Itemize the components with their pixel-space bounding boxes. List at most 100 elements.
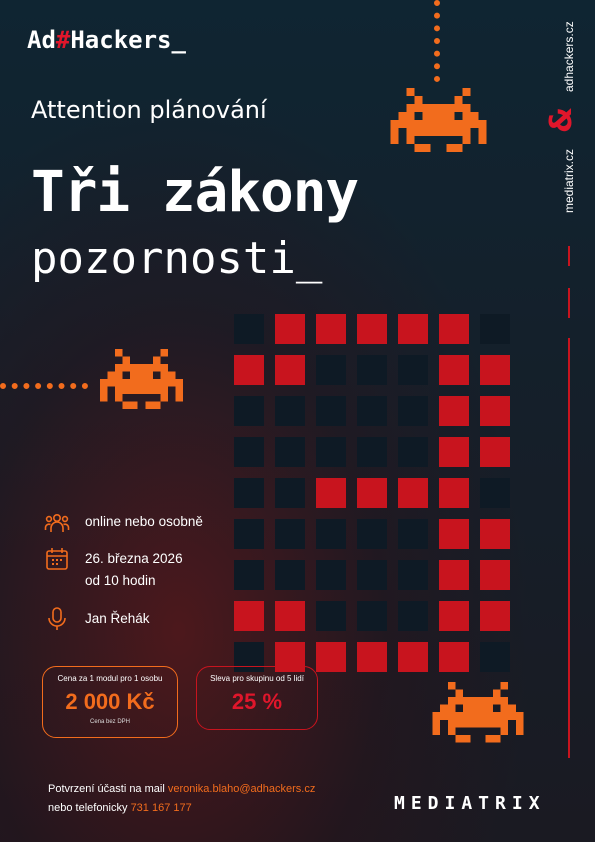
pixel-cell <box>439 519 469 549</box>
logo-hash: # <box>55 26 71 54</box>
price-box: Cena za 1 modul pro 1 osobu 2 000 Kč Cen… <box>42 666 178 738</box>
pixel-cell <box>275 560 305 590</box>
pixel-cell <box>316 478 346 508</box>
pixel-cell <box>439 478 469 508</box>
pixel-cell <box>275 355 305 385</box>
pixel-cell <box>357 642 387 672</box>
pixel-cell <box>398 601 428 631</box>
pixel-cell <box>316 560 346 590</box>
people-icon <box>44 514 70 532</box>
format-text: online nebo osobně <box>85 514 203 529</box>
pixel-cell <box>398 314 428 344</box>
pixel-cell <box>398 396 428 426</box>
space-invader-icon <box>100 348 183 410</box>
pixel-cell <box>480 355 510 385</box>
discount-caption: Sleva pro skupinu od 5 lidí <box>210 674 304 683</box>
mail-prefix: Potvrzení účasti na mail <box>48 783 168 795</box>
pixel-cell <box>316 355 346 385</box>
time-text: od 10 hodin <box>85 573 156 588</box>
calendar-icon <box>46 548 68 570</box>
space-invader-icon <box>390 88 487 152</box>
pixel-cell <box>234 355 264 385</box>
pixel-cell <box>275 642 305 672</box>
red-vertical-line <box>568 338 570 758</box>
pixel-cell <box>316 396 346 426</box>
pixel-cell <box>480 396 510 426</box>
ampersand-logo-icon: & <box>544 107 576 133</box>
title-line-1: Tři zákony <box>31 160 359 225</box>
pixel-cell <box>439 642 469 672</box>
contact-phone-link[interactable]: 731 167 177 <box>130 802 192 814</box>
pixel-cell <box>439 437 469 467</box>
pixel-cell <box>316 601 346 631</box>
pixel-cell <box>357 601 387 631</box>
phone-prefix: nebo telefonicky <box>48 802 131 814</box>
pixel-cell <box>275 478 305 508</box>
logo-text-hackers: Hackers_ <box>70 26 186 54</box>
domain-adhackers: adhackers.cz <box>562 21 576 92</box>
pixel-cell <box>275 314 305 344</box>
space-invader-icon <box>432 682 524 743</box>
pixel-cell <box>439 601 469 631</box>
pixel-cell <box>439 560 469 590</box>
pixel-cell <box>357 314 387 344</box>
contact-email-link[interactable]: veronika.blaho@adhackers.cz <box>167 783 316 795</box>
red-dash-1 <box>568 246 570 266</box>
red-dash-2 <box>568 288 570 318</box>
date-text: 26. března 2026 <box>85 551 183 566</box>
pixel-cell <box>398 642 428 672</box>
price-value: 2 000 Kč <box>65 689 155 714</box>
pixel-cell <box>234 642 264 672</box>
svg-text:&: & <box>544 107 576 133</box>
pixel-ampersand-grid <box>234 314 510 672</box>
pixel-cell <box>275 437 305 467</box>
dotted-line-left <box>0 383 88 389</box>
pixel-cell <box>357 355 387 385</box>
pixel-cell <box>316 437 346 467</box>
mediatrix-logo: MEDIATRIX <box>394 793 546 814</box>
pixel-cell <box>234 396 264 426</box>
pixel-cell <box>480 519 510 549</box>
pixel-cell <box>275 519 305 549</box>
discount-box: Sleva pro skupinu od 5 lidí 25 % <box>196 666 318 730</box>
logo-text-ad: Ad <box>27 26 56 54</box>
pixel-cell <box>234 519 264 549</box>
pixel-cell <box>234 560 264 590</box>
pixel-cell <box>439 355 469 385</box>
pixel-cell <box>480 560 510 590</box>
pixel-cell <box>234 437 264 467</box>
pixel-cell <box>439 314 469 344</box>
pixel-cell <box>234 478 264 508</box>
pixel-cell <box>275 601 305 631</box>
pixel-cell <box>480 642 510 672</box>
title-line-2: pozornosti_ <box>31 233 323 284</box>
pixel-cell <box>398 355 428 385</box>
pixel-cell <box>398 437 428 467</box>
pixel-cell <box>357 560 387 590</box>
pixel-cell <box>480 437 510 467</box>
pixel-cell <box>357 519 387 549</box>
footer-contact: Potvrzení účasti na mail veronika.blaho@… <box>48 780 315 818</box>
pixel-cell <box>234 314 264 344</box>
microphone-icon <box>48 607 66 630</box>
pixel-cell <box>398 519 428 549</box>
price-note: Cena bez DPH <box>89 719 131 725</box>
pixel-cell <box>316 519 346 549</box>
pixel-cell <box>480 314 510 344</box>
pixel-cell <box>275 396 305 426</box>
adhackers-logo: Ad#Hackers_ <box>27 26 186 54</box>
pixel-cell <box>357 437 387 467</box>
price-caption: Cena za 1 modul pro 1 osobu <box>57 674 163 683</box>
pixel-cell <box>316 642 346 672</box>
discount-value: 25 % <box>231 689 283 714</box>
pixel-cell <box>357 478 387 508</box>
pixel-cell <box>357 396 387 426</box>
event-subtitle: Attention plánování <box>31 96 267 124</box>
speaker-text: Jan Řehák <box>85 611 150 626</box>
domain-mediatrix: mediatrix.cz <box>562 148 576 213</box>
pixel-cell <box>480 478 510 508</box>
pixel-cell <box>316 314 346 344</box>
pixel-cell <box>480 601 510 631</box>
pixel-cell <box>439 396 469 426</box>
pixel-cell <box>398 478 428 508</box>
